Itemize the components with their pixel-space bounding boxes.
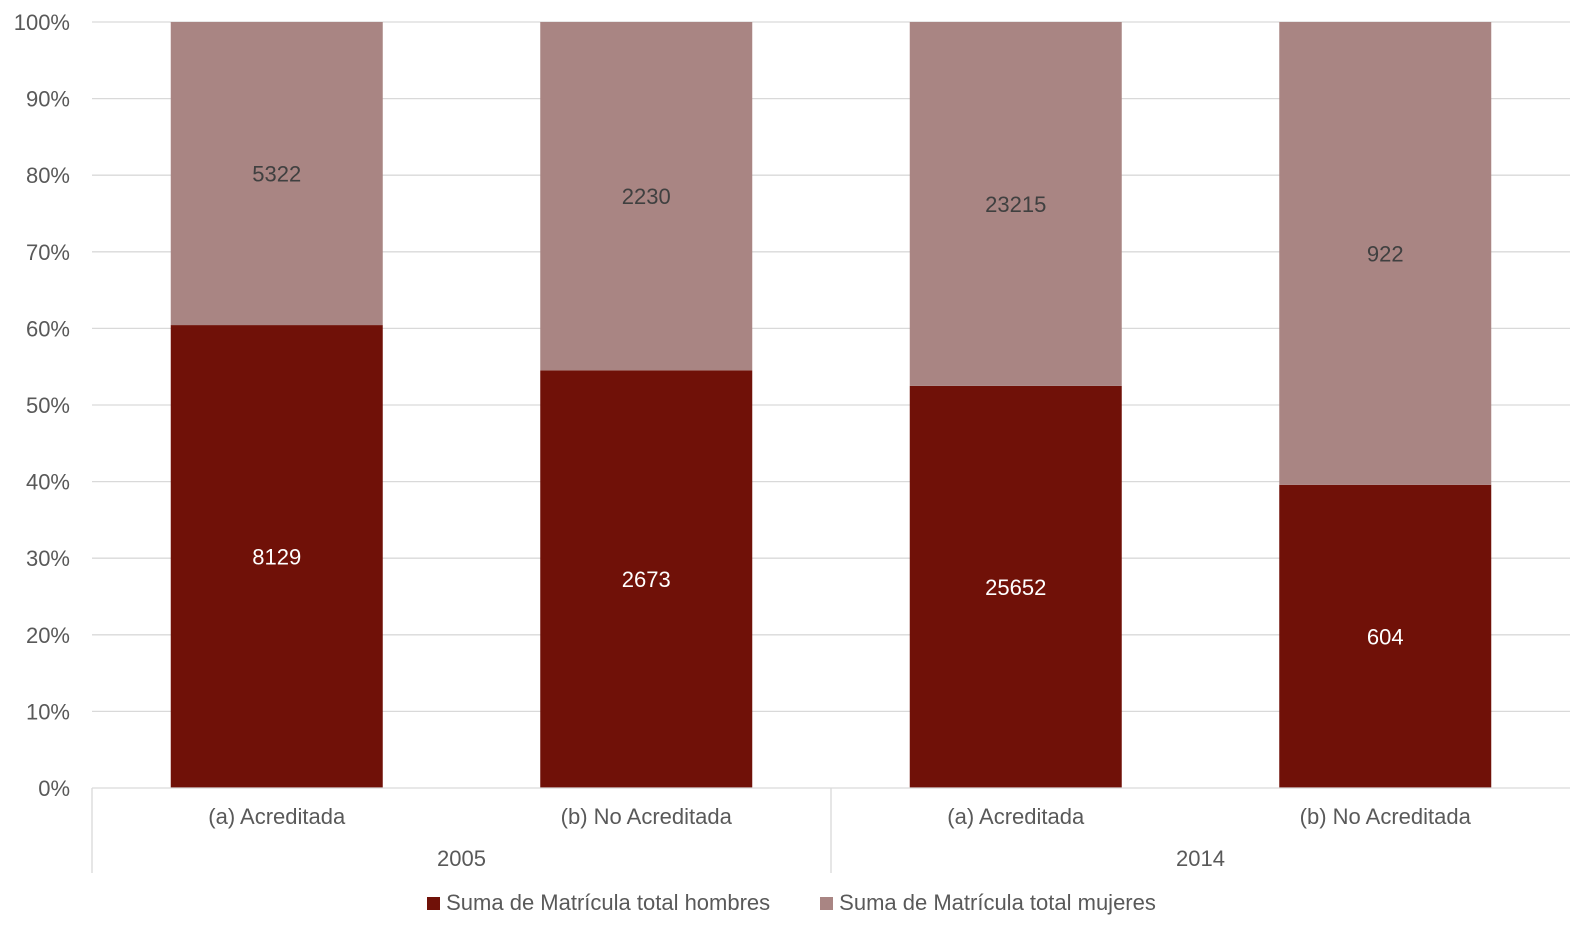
data-label-hombres: 25652 [985,575,1046,600]
x-category-label: (a) Acreditada [208,804,346,829]
x-group-label: 2014 [1176,846,1225,871]
data-label-mujeres: 922 [1367,241,1404,266]
data-label-mujeres: 23215 [985,192,1046,217]
bar-mujeres [909,22,1122,386]
y-tick-label: 50% [26,393,70,418]
y-tick-label: 100% [14,10,70,35]
legend-swatch-hombres [427,896,441,910]
data-labels: 8129 5322 2673 2230 25652 23215 604 922 [252,162,1403,650]
legend: Suma de Matrícula total hombres Suma de … [0,890,1583,916]
x-category-label: (b) No Acreditada [561,804,733,829]
axes: 0% 10% 20% 30% 40% 50% 60% 70% 80% 90% 100% (a) Acr… [14,10,1570,873]
data-label-mujeres: 2230 [622,184,671,209]
data-label-mujeres: 5322 [252,162,301,187]
legend-label-mujeres: Suma de Matrícula total mujeres [839,890,1156,915]
bar-mujeres [170,22,383,326]
bar-hombres [1279,484,1492,788]
y-tick-label: 40% [26,470,70,495]
y-tick-label: 30% [26,546,70,571]
legend-swatch-mujeres [820,896,834,910]
y-tick-label: 20% [26,623,70,648]
bar-mujeres [1279,22,1492,485]
y-tick-label: 0% [38,776,70,801]
data-label-hombres: 8129 [252,545,301,570]
y-tick-label: 90% [26,87,70,112]
bar-hombres [170,325,383,788]
bar-mujeres [540,22,753,371]
y-tick-label: 10% [26,699,70,724]
x-category-label: (b) No Acreditada [1300,804,1472,829]
bar-hombres [540,370,753,788]
x-category-label: (a) Acreditada [947,804,1085,829]
x-group-label: 2005 [437,846,486,871]
y-tick-label: 80% [26,163,70,188]
data-label-hombres: 2673 [622,567,671,592]
data-label-hombres: 604 [1367,624,1404,649]
legend-item-hombres: Suma de Matrícula total hombres [427,890,770,916]
bar-hombres [909,385,1122,788]
legend-label-hombres: Suma de Matrícula total hombres [446,890,771,915]
y-tick-label: 60% [26,316,70,341]
bars [170,22,1492,788]
legend-item-mujeres: Suma de Matrícula total mujeres [820,890,1156,916]
y-tick-label: 70% [26,240,70,265]
